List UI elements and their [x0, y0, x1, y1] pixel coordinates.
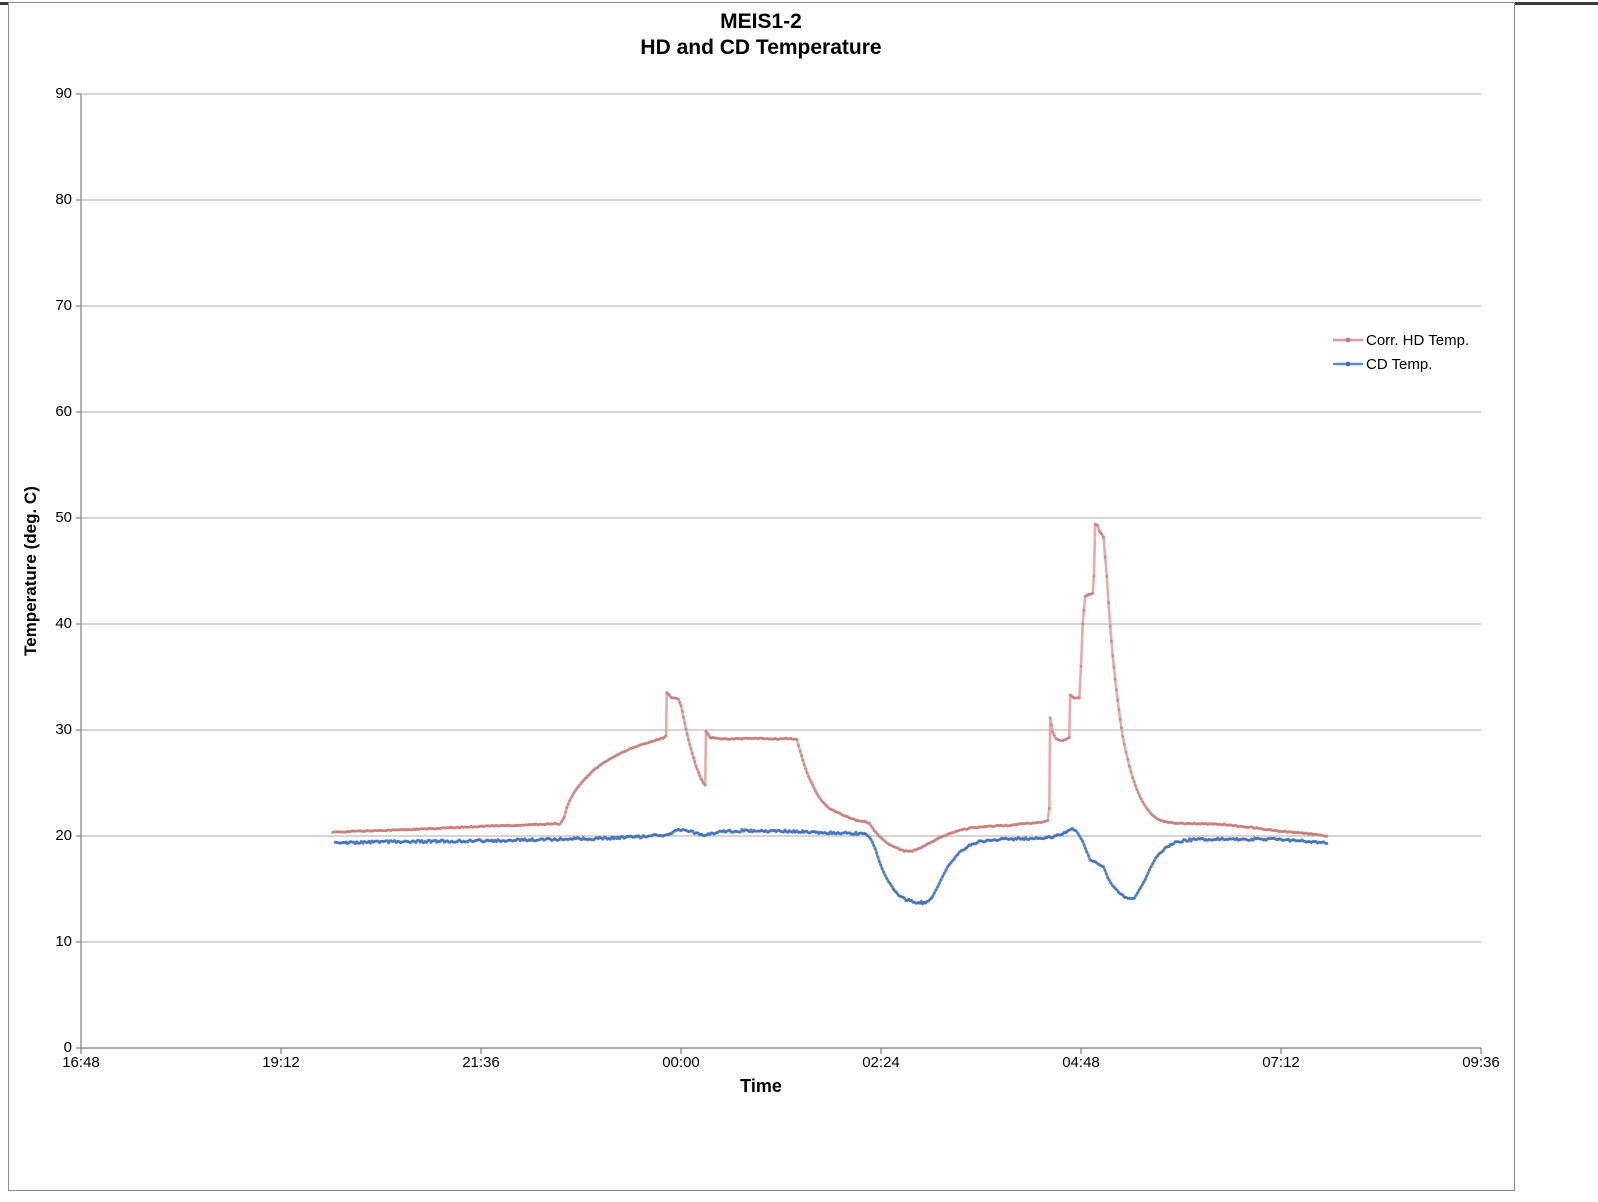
y-tick-label: 30	[55, 721, 72, 738]
cd-temp-series-line	[333, 827, 1329, 906]
legend-entry-corr-hd-temp: Corr. HD Temp.	[1332, 328, 1469, 352]
x-tick-label: 09:36	[1462, 1054, 1500, 1071]
chart-title-line1: MEIS1-2	[720, 10, 802, 33]
y-tick-label: 20	[55, 827, 72, 844]
y-tick-label: 70	[55, 297, 72, 314]
x-tick-label: 07:12	[1262, 1054, 1300, 1071]
legend-label-corr-hd-temp: Corr. HD Temp.	[1366, 331, 1470, 349]
y-tick-label: 80	[55, 191, 72, 208]
legend-label-cd-temp: CD Temp.	[1366, 355, 1433, 373]
y-tick-label: 10	[55, 933, 72, 950]
x-tick-label: 02:24	[862, 1054, 900, 1071]
y-tick-label: 40	[55, 615, 72, 632]
cd-temp-series	[333, 827, 1329, 906]
corr-hd-temp-swatch	[1333, 337, 1363, 343]
y-tick-label: 90	[55, 85, 72, 102]
x-tick-label: 21:36	[462, 1054, 500, 1071]
chart-title-line2: HD and CD Temperature	[640, 36, 882, 59]
y-tick-label: 60	[55, 403, 72, 420]
legend-entry-cd-temp: CD Temp.	[1332, 352, 1469, 376]
x-tick-label: 19:12	[262, 1054, 300, 1071]
x-tick-label: 04:48	[1062, 1054, 1100, 1071]
legend: Corr. HD Temp. CD Temp.	[1332, 328, 1469, 376]
y-tick-label: 0	[63, 1039, 72, 1056]
corr-hd-temp-series-line	[331, 522, 1329, 853]
x-axis-title: Time	[740, 1076, 782, 1096]
x-tick-label: 16:48	[62, 1054, 100, 1071]
y-tick-label: 50	[55, 509, 72, 526]
x-tick-label: 00:00	[662, 1054, 700, 1071]
cd-temp-swatch	[1333, 361, 1363, 367]
y-axis-title: Temperature (deg. C)	[21, 486, 40, 656]
corr-hd-temp-series	[331, 522, 1329, 853]
